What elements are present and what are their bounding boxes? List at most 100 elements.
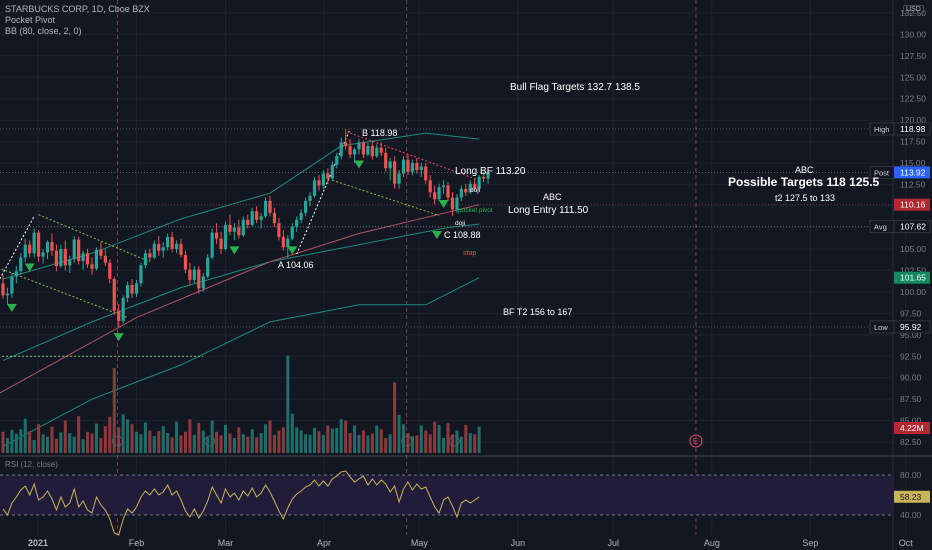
- candle-body[interactable]: [450, 197, 455, 210]
- candle-body[interactable]: [99, 249, 103, 256]
- candle-body[interactable]: [268, 200, 272, 213]
- candle-body[interactable]: [388, 161, 392, 169]
- candle-body[interactable]: [482, 176, 486, 179]
- candle-body[interactable]: [223, 224, 228, 249]
- candle-body[interactable]: [263, 200, 268, 217]
- candle-body[interactable]: [281, 236, 285, 248]
- candle-body[interactable]: [72, 239, 76, 260]
- indicator-bb[interactable]: BB (80, close, 2, 0): [5, 26, 82, 36]
- candle-body[interactable]: [357, 142, 361, 150]
- candle-body[interactable]: [201, 276, 205, 289]
- candle-body[interactable]: [441, 185, 446, 188]
- candle-body[interactable]: [393, 161, 397, 184]
- candle-body[interactable]: [134, 283, 139, 294]
- rsi-legend[interactable]: RSI (12, close): [5, 460, 58, 469]
- candle-body[interactable]: [250, 211, 254, 225]
- candle-body[interactable]: [10, 276, 14, 294]
- candle-body[interactable]: [161, 247, 165, 251]
- candle-body[interactable]: [85, 253, 90, 265]
- candle-body[interactable]: [188, 269, 192, 280]
- candle-body[interactable]: [255, 211, 259, 220]
- candle-body[interactable]: [290, 226, 294, 239]
- event-marker[interactable]: [204, 435, 216, 447]
- candle-body[interactable]: [5, 293, 10, 296]
- candle-body[interactable]: [232, 227, 236, 232]
- candle-body[interactable]: [406, 159, 410, 172]
- candle-body[interactable]: [45, 242, 50, 253]
- candle-body[interactable]: [108, 262, 112, 280]
- candle-body[interactable]: [103, 255, 107, 263]
- currency-badge[interactable]: USD: [903, 5, 924, 14]
- candle-body[interactable]: [139, 265, 143, 284]
- candle-body[interactable]: [81, 253, 85, 261]
- candle-body[interactable]: [352, 149, 357, 155]
- candle-body[interactable]: [23, 244, 27, 258]
- candle-body[interactable]: [121, 297, 125, 322]
- candle-body[interactable]: [299, 212, 303, 220]
- candle-body[interactable]: [19, 257, 23, 272]
- candle-body[interactable]: [77, 239, 81, 261]
- candle-body[interactable]: [335, 156, 339, 165]
- candle-body[interactable]: [277, 223, 281, 237]
- candle-body[interactable]: [308, 195, 312, 201]
- candle-body[interactable]: [468, 183, 472, 193]
- candle-body[interactable]: [326, 173, 330, 179]
- candle-body[interactable]: [157, 243, 161, 251]
- candle-body[interactable]: [130, 285, 134, 294]
- candle-body[interactable]: [148, 253, 152, 258]
- event-marker[interactable]: [112, 435, 123, 447]
- candle-body[interactable]: [446, 185, 450, 198]
- candle-body[interactable]: [312, 180, 317, 196]
- candle-body[interactable]: [375, 147, 379, 157]
- candle-body[interactable]: [486, 172, 490, 179]
- candle-body[interactable]: [215, 232, 219, 239]
- candle-body[interactable]: [183, 254, 188, 270]
- candle-body[interactable]: [126, 285, 130, 298]
- candle-body[interactable]: [192, 269, 196, 280]
- candle-body[interactable]: [384, 152, 388, 169]
- candle-body[interactable]: [321, 173, 325, 186]
- candle-body[interactable]: [174, 243, 179, 249]
- candle-body[interactable]: [459, 188, 463, 198]
- candle-body[interactable]: [379, 147, 383, 153]
- candle-body[interactable]: [112, 279, 116, 311]
- candle-body[interactable]: [295, 219, 299, 227]
- candles[interactable]: [1, 128, 490, 328]
- candle-body[interactable]: [63, 248, 67, 266]
- candle-body[interactable]: [166, 236, 170, 248]
- candle-body[interactable]: [437, 187, 441, 200]
- candle-body[interactable]: [14, 271, 18, 277]
- candle-body[interactable]: [179, 243, 183, 255]
- candle-body[interactable]: [415, 163, 419, 170]
- candle-body[interactable]: [401, 159, 406, 174]
- event-marker[interactable]: [448, 435, 460, 447]
- symbol-title[interactable]: STARBUCKS CORP, 1D, Cboe BZX: [5, 4, 150, 14]
- candle-body[interactable]: [197, 269, 201, 289]
- candle-body[interactable]: [37, 232, 41, 257]
- candle-body[interactable]: [419, 166, 423, 170]
- candle-body[interactable]: [477, 176, 481, 189]
- candle-body[interactable]: [272, 212, 277, 224]
- candle-body[interactable]: [117, 310, 121, 322]
- candle-body[interactable]: [464, 188, 468, 193]
- candle-body[interactable]: [424, 166, 428, 181]
- indicator-pocket-pivot[interactable]: Pocket Pivot: [5, 15, 56, 25]
- candle-body[interactable]: [344, 142, 348, 146]
- candle-body[interactable]: [28, 244, 32, 254]
- candle-body[interactable]: [152, 243, 156, 258]
- candle-body[interactable]: [348, 145, 352, 155]
- earnings-marker[interactable]: [689, 434, 703, 448]
- candle-body[interactable]: [210, 232, 214, 258]
- candle-body[interactable]: [59, 248, 63, 267]
- candle-body[interactable]: [428, 180, 432, 193]
- candle-body[interactable]: [68, 259, 72, 266]
- candle-body[interactable]: [455, 197, 459, 210]
- candle-body[interactable]: [50, 242, 54, 251]
- candle-body[interactable]: [41, 252, 45, 257]
- candle-body[interactable]: [241, 219, 245, 236]
- candle-body[interactable]: [94, 249, 99, 269]
- candle-body[interactable]: [32, 232, 36, 254]
- candle-body[interactable]: [246, 219, 250, 225]
- candle-body[interactable]: [259, 216, 263, 220]
- candle-body[interactable]: [170, 236, 174, 249]
